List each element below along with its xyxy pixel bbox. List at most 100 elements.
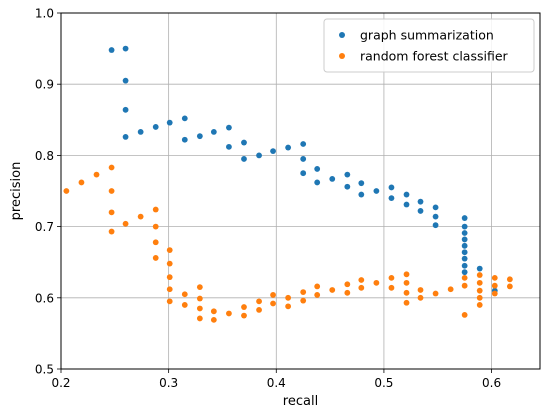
data-point	[256, 307, 262, 313]
x-tick-label: 0.6	[482, 376, 501, 390]
data-point	[403, 279, 410, 286]
y-tick-label: 1.0	[35, 7, 54, 21]
data-point	[285, 294, 292, 301]
data-point	[300, 141, 307, 147]
legend-marker	[339, 53, 345, 59]
data-point	[403, 271, 410, 278]
data-point	[314, 179, 321, 186]
data-point	[461, 236, 468, 243]
data-point	[461, 255, 468, 262]
data-point	[181, 291, 188, 298]
legend-label: graph summarization	[360, 28, 494, 43]
data-point	[373, 279, 380, 286]
data-point	[314, 166, 321, 172]
plot-frame	[60, 12, 541, 370]
data-point	[432, 222, 439, 229]
data-point	[108, 228, 115, 235]
data-point	[152, 223, 159, 230]
data-point	[344, 183, 351, 190]
data-point	[270, 148, 276, 155]
data-point	[432, 290, 439, 297]
data-point	[461, 282, 468, 289]
data-point	[358, 191, 365, 198]
legend: graph summarization random forest classif…	[323, 18, 535, 73]
data-point	[461, 311, 468, 318]
data-point	[388, 274, 395, 281]
y-tick-label: 0.5	[35, 363, 54, 377]
data-point	[166, 247, 173, 253]
legend-marker	[339, 32, 345, 38]
data-point	[166, 274, 173, 281]
data-point	[461, 262, 468, 269]
data-point	[152, 206, 159, 213]
data-point	[461, 230, 468, 236]
data-point	[300, 297, 307, 304]
data-point	[314, 283, 321, 290]
data-point	[181, 115, 188, 122]
data-point	[210, 316, 217, 323]
data-point	[122, 77, 129, 84]
data-point	[196, 295, 203, 302]
data-point	[166, 260, 173, 267]
data-point	[108, 47, 115, 53]
data-point	[417, 198, 424, 205]
data-point	[285, 303, 292, 310]
data-point	[196, 305, 203, 312]
x-tick-label: 0.3	[159, 376, 178, 390]
data-point	[476, 265, 483, 272]
x-tick-label: 0.5	[374, 376, 393, 390]
data-point	[108, 164, 115, 171]
data-point	[344, 289, 351, 296]
data-point	[491, 290, 498, 297]
data-point	[166, 286, 173, 293]
data-point	[196, 315, 203, 322]
data-point	[108, 188, 115, 194]
y-tick-label: 0.7	[35, 220, 54, 234]
data-point	[152, 239, 159, 246]
data-point	[403, 299, 410, 306]
data-point	[476, 287, 483, 294]
data-point	[417, 294, 424, 301]
data-point	[506, 276, 513, 283]
data-point	[476, 272, 483, 278]
data-point	[329, 287, 336, 293]
data-point	[432, 204, 439, 211]
data-point	[152, 255, 159, 261]
x-tick-label: 0.4	[267, 376, 286, 390]
data-point	[181, 136, 188, 143]
data-point	[506, 283, 513, 290]
data-point	[461, 215, 468, 221]
data-point	[166, 298, 173, 305]
data-point	[241, 304, 247, 310]
y-tick-label: 0.6	[35, 291, 54, 305]
data-point	[491, 282, 498, 289]
y-axis-label: precision	[9, 162, 24, 221]
data-point	[388, 184, 395, 191]
data-point	[137, 213, 144, 220]
data-point	[388, 284, 395, 291]
data-point	[403, 201, 410, 208]
data-point	[241, 156, 247, 162]
data-point	[137, 129, 144, 135]
data-point	[63, 188, 70, 194]
data-point	[388, 195, 395, 202]
data-point	[461, 274, 468, 281]
data-point	[93, 171, 100, 178]
data-point	[108, 209, 115, 216]
data-point	[461, 242, 468, 249]
data-point	[403, 191, 410, 198]
data-point	[300, 289, 307, 296]
data-point	[432, 213, 439, 220]
data-point	[285, 144, 292, 151]
data-point	[241, 139, 247, 146]
data-point	[358, 180, 365, 187]
data-point	[270, 292, 276, 298]
data-point	[358, 277, 365, 283]
data-point	[403, 289, 410, 296]
data-point	[166, 119, 173, 126]
data-point	[122, 133, 129, 140]
data-point	[300, 156, 307, 162]
legend-label: random forest classifier	[360, 49, 509, 64]
data-point	[226, 143, 232, 150]
